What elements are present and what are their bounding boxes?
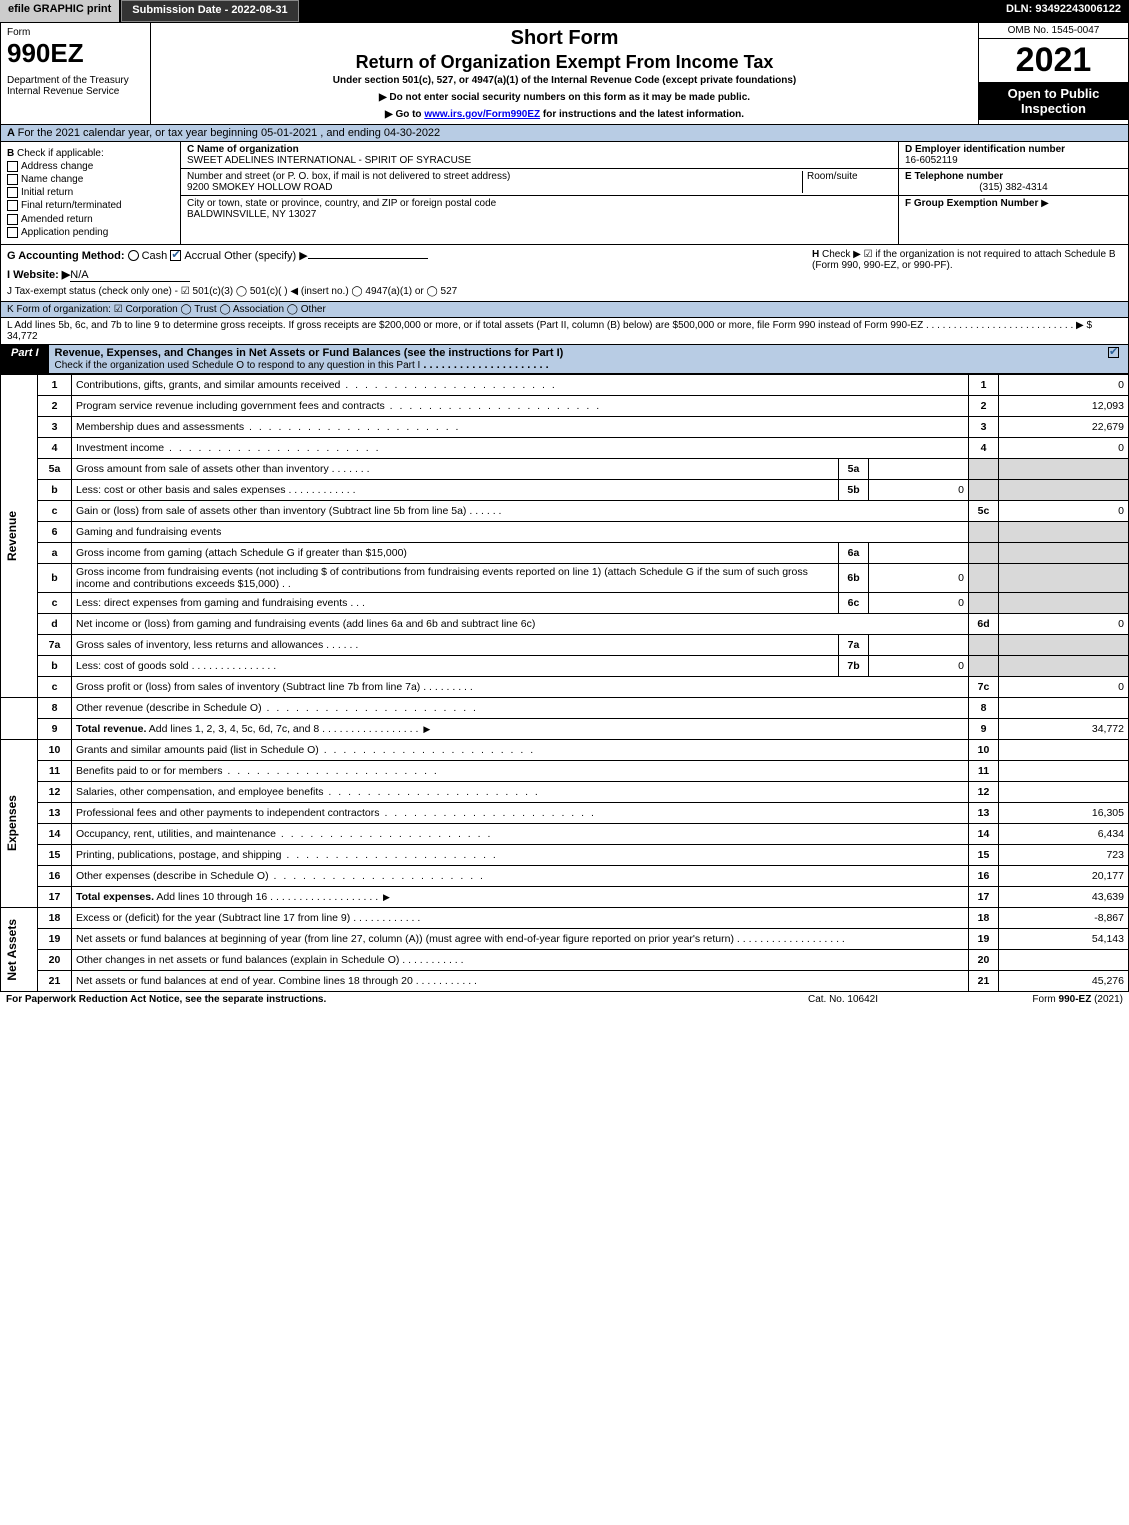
phone: (315) 382-4314 bbox=[905, 182, 1122, 193]
checkbox-amended[interactable] bbox=[7, 214, 18, 225]
section-g-h-i-j: G Accounting Method: Cash Accrual Other … bbox=[0, 245, 1129, 302]
instruction-link: ▶ Go to www.irs.gov/Form990EZ for instru… bbox=[159, 109, 970, 120]
omb-number: OMB No. 1545-0047 bbox=[979, 23, 1128, 39]
checkbox-schedule-o[interactable] bbox=[1108, 347, 1119, 358]
department: Department of the Treasury Internal Reve… bbox=[7, 75, 144, 97]
section-l: L Add lines 5b, 6c, and 7b to line 9 to … bbox=[0, 318, 1129, 345]
website: N/A bbox=[70, 269, 190, 282]
instruction-ssn: ▶ Do not enter social security numbers o… bbox=[159, 92, 970, 103]
section-j: J Tax-exempt status (check only one) - ☑… bbox=[7, 286, 812, 297]
checkbox-address-change[interactable] bbox=[7, 161, 18, 172]
ein: 16-6052119 bbox=[905, 155, 958, 166]
footer: For Paperwork Reduction Act Notice, see … bbox=[0, 992, 1129, 1007]
title-return: Return of Organization Exempt From Incom… bbox=[159, 52, 970, 73]
street: 9200 SMOKEY HOLLOW ROAD bbox=[187, 182, 332, 193]
checkbox-initial-return[interactable] bbox=[7, 187, 18, 198]
section-k: K Form of organization: ☑ Corporation ◯ … bbox=[0, 302, 1129, 318]
efile-print-button[interactable]: efile GRAPHIC print bbox=[0, 0, 121, 22]
title-short-form: Short Form bbox=[159, 27, 970, 50]
section-h: Check ▶ ☑ if the organization is not req… bbox=[812, 249, 1116, 271]
form-label: Form bbox=[7, 27, 144, 38]
dln: DLN: 93492243006122 bbox=[998, 0, 1129, 22]
checkbox-final-return[interactable] bbox=[7, 200, 18, 211]
irs-link[interactable]: www.irs.gov/Form990EZ bbox=[424, 109, 540, 120]
checkbox-pending[interactable] bbox=[7, 227, 18, 238]
submission-date: Submission Date - 2022-08-31 bbox=[121, 0, 298, 22]
subtitle: Under section 501(c), 527, or 4947(a)(1)… bbox=[159, 75, 970, 86]
radio-cash[interactable] bbox=[128, 250, 139, 261]
checkbox-accrual[interactable] bbox=[170, 250, 181, 261]
form-number: 990EZ bbox=[7, 38, 144, 69]
checkbox-name-change[interactable] bbox=[7, 174, 18, 185]
part-i-header: Part I Revenue, Expenses, and Changes in… bbox=[0, 345, 1129, 374]
top-bar: efile GRAPHIC print Submission Date - 20… bbox=[0, 0, 1129, 22]
lines-table: Revenue 1Contributions, gifts, grants, a… bbox=[0, 374, 1129, 992]
section-b-c-d-e-f: B Check if applicable: Address change Na… bbox=[0, 142, 1129, 245]
section-a: A For the 2021 calendar year, or tax yea… bbox=[0, 125, 1129, 142]
city: BALDWINSVILLE, NY 13027 bbox=[187, 209, 316, 220]
org-name: SWEET ADELINES INTERNATIONAL - SPIRIT OF… bbox=[187, 155, 471, 166]
open-inspection: Open to Public Inspection bbox=[979, 82, 1128, 120]
form-header: Form 990EZ Department of the Treasury In… bbox=[0, 22, 1129, 125]
tax-year: 2021 bbox=[979, 39, 1128, 82]
